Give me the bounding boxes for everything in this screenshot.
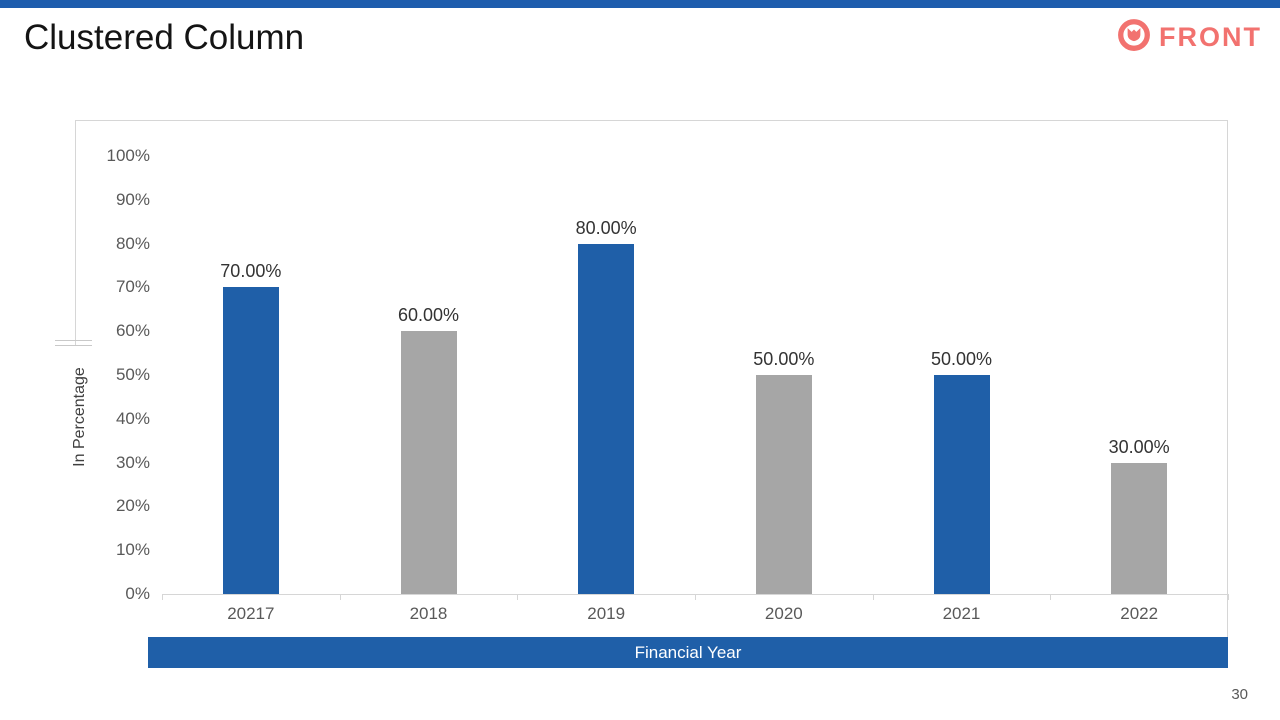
x-category-label: 2022 [1120,604,1159,623]
x-category-label: 2019 [587,604,626,623]
column-bar-2020 [755,375,812,594]
y-tick-label: 30% [115,452,150,472]
page-number: 30 [1231,686,1248,703]
y-tick-label: 20% [115,496,150,516]
y-tick-label: 70% [115,277,150,297]
x-axis-tick [517,594,519,600]
x-axis-tick [339,594,341,600]
bar-value-label: 70.00% [220,261,282,282]
x-axis-tick [1228,594,1229,600]
x-category-label: 20217 [227,604,275,623]
x-axis-tick [162,594,163,600]
chart-frame-left-border [75,120,76,345]
column-bar-2021 [933,375,990,594]
axis-break-mark [55,340,92,341]
y-tick-label: 60% [115,321,150,341]
x-category-label: 2018 [409,604,448,623]
y-tick-label: 40% [115,408,150,428]
bar-value-label: 50.00% [753,349,815,369]
bar-value-label: 80.00% [575,217,637,238]
y-tick-label: 50% [115,365,150,384]
x-axis-title-banner: Financial Year [148,637,1228,668]
y-tick-label: 100% [106,146,150,165]
bar-value-label: 50.00% [930,349,993,369]
column-bar-20217 [222,287,279,594]
page-title: Clustered Column [24,18,305,57]
y-tick-label: 0% [125,584,150,603]
bar-value-label: 60.00% [397,305,460,326]
clustered-column-chart: In Percentage 100% 90% 80% 70% 60% 50% 40% 30% 2… [55,120,1229,668]
column-bar-2019 [578,243,635,594]
bar-value-label: 30.00% [1108,436,1170,457]
brand-logo-text: FRONT [1159,22,1262,52]
axis-break-mark [55,345,92,346]
x-category-label: 2021 [942,604,981,623]
x-category-label: 2020 [764,604,803,623]
chart-frame-right-border [1227,120,1228,637]
x-axis-tick [1050,594,1052,600]
brand-logo: FRONT [1117,18,1262,57]
x-axis-tick [695,594,696,600]
column-bar-2022 [1111,462,1168,594]
y-tick-label: 90% [115,189,150,209]
column-bar-2018 [400,331,457,594]
x-axis-tick [872,594,874,600]
top-accent-bar [0,0,1280,8]
chart-frame-top-border [75,120,1228,121]
y-tick-label: 80% [115,233,150,253]
front-logo-icon [1117,18,1151,57]
y-tick-label: 10% [115,540,150,560]
